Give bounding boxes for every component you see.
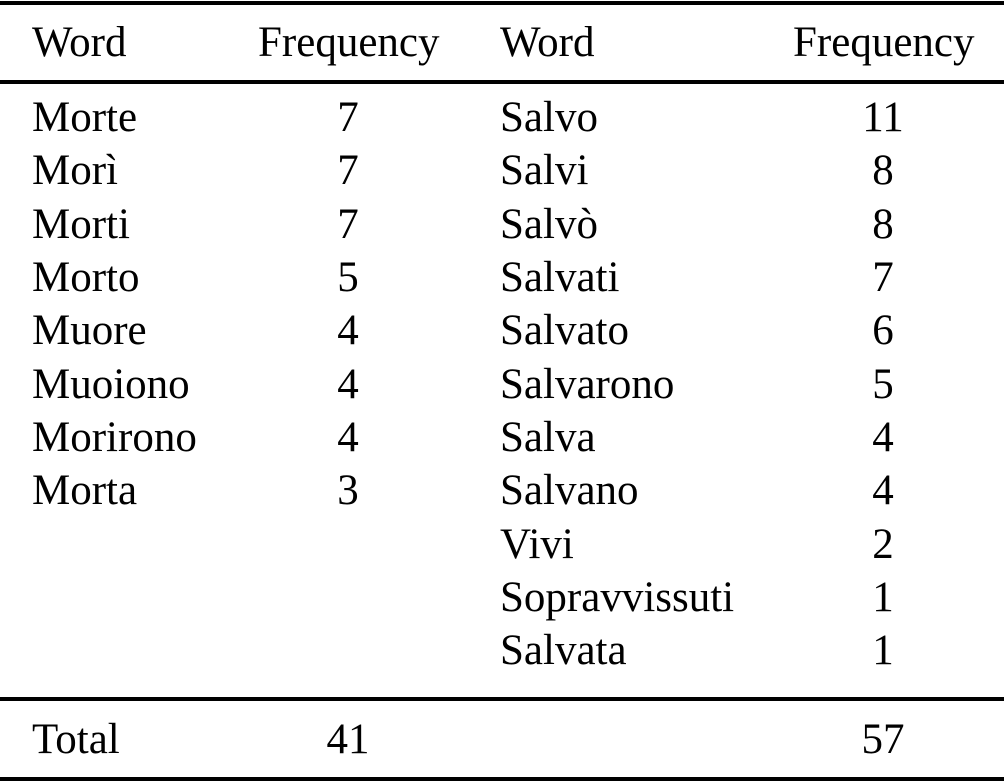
frequency-cell: 3: [337, 467, 359, 515]
word-cell: Salvarono: [500, 360, 675, 408]
frequency-cell: 1: [872, 573, 894, 621]
frequency-cell: 6: [872, 307, 894, 355]
word-cell: Vivi: [500, 520, 574, 568]
total-label: Total: [32, 715, 120, 763]
total-frequency-right: 57: [861, 715, 905, 763]
word-cell: Morti: [32, 200, 130, 248]
table-row: Morì 7 Salvi 8: [0, 144, 941, 197]
frequency-cell: 4: [337, 413, 359, 461]
header-rule: [0, 80, 1004, 84]
frequency-cell: 8: [872, 200, 894, 248]
word-cell: Salvi: [500, 147, 589, 195]
table-row: Muore 4 Salvato 6: [0, 304, 941, 357]
table-row: Morto 5 Salvati 7: [0, 251, 941, 304]
header-word-left: Word: [32, 19, 127, 66]
frequency-cell: 4: [872, 413, 894, 461]
word-cell: Morì: [32, 147, 118, 195]
word-cell: Salvo: [500, 94, 598, 142]
word-cell: Morirono: [32, 413, 197, 461]
table-row: Muoiono 4 Salvarono 5: [0, 357, 941, 410]
word-cell: Salvano: [500, 467, 639, 515]
word-cell: Salvato: [500, 307, 629, 355]
table-row: Sopravvissuti 1: [0, 571, 941, 624]
word-cell: Salva: [500, 413, 596, 461]
frequency-cell: 4: [337, 360, 359, 408]
frequency-cell: 11: [862, 94, 904, 142]
frequency-cell: 4: [337, 307, 359, 355]
word-cell: Muore: [32, 307, 147, 355]
word-cell: Sopravvissuti: [500, 573, 735, 621]
frequency-cell: 5: [337, 254, 359, 302]
word-cell: Salvò: [500, 200, 598, 248]
table-row: Vivi 2: [0, 517, 941, 570]
word-cell: Morta: [32, 467, 138, 515]
frequency-cell: 4: [872, 467, 894, 515]
table-row: Morirono 4 Salva 4: [0, 411, 941, 464]
table-row: Morta 3 Salvano 4: [0, 464, 941, 517]
word-cell: Morto: [32, 254, 140, 302]
frequency-cell: 2: [872, 520, 894, 568]
table-row: Salvata 1: [0, 624, 941, 677]
top-rule: [0, 1, 1004, 5]
frequency-cell: 7: [872, 254, 894, 302]
table-total-row: Total 41 57: [0, 701, 1004, 777]
bottom-rule: [0, 777, 1004, 781]
frequency-cell: 5: [872, 360, 894, 408]
header-word-right: Word: [500, 19, 595, 66]
word-cell: Salvata: [500, 627, 627, 675]
frequency-cell: 7: [337, 147, 359, 195]
table-row: Morte 7 Salvo 11: [0, 91, 941, 144]
frequency-cell: 7: [337, 200, 359, 248]
frequency-cell: 7: [337, 94, 359, 142]
table-body: Morte 7 Salvo 11 Morì 7 Salvi 8 Morti 7 …: [0, 84, 941, 677]
total-frequency-left: 41: [326, 715, 370, 763]
frequency-cell: 8: [872, 147, 894, 195]
frequency-cell: 1: [872, 627, 894, 675]
word-cell: Morte: [32, 94, 138, 142]
table-row: Morti 7 Salvò 8: [0, 198, 941, 251]
table-header-row: Word Frequency Word Frequency: [0, 5, 1004, 80]
word-cell: Muoiono: [32, 360, 190, 408]
header-frequency-right: Frequency: [793, 19, 975, 66]
header-frequency-left: Frequency: [258, 19, 440, 66]
word-cell: Salvati: [500, 254, 620, 302]
total-rule: [0, 697, 1004, 701]
